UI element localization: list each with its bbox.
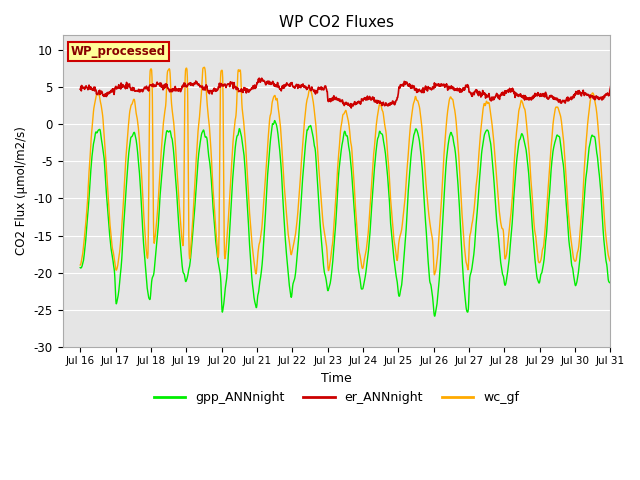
Legend: gpp_ANNnight, er_ANNnight, wc_gf: gpp_ANNnight, er_ANNnight, wc_gf bbox=[149, 386, 524, 409]
Title: WP CO2 Fluxes: WP CO2 Fluxes bbox=[279, 15, 394, 30]
Text: WP_processed: WP_processed bbox=[71, 45, 166, 58]
Y-axis label: CO2 Flux (μmol/m2/s): CO2 Flux (μmol/m2/s) bbox=[15, 127, 28, 255]
X-axis label: Time: Time bbox=[321, 372, 352, 385]
